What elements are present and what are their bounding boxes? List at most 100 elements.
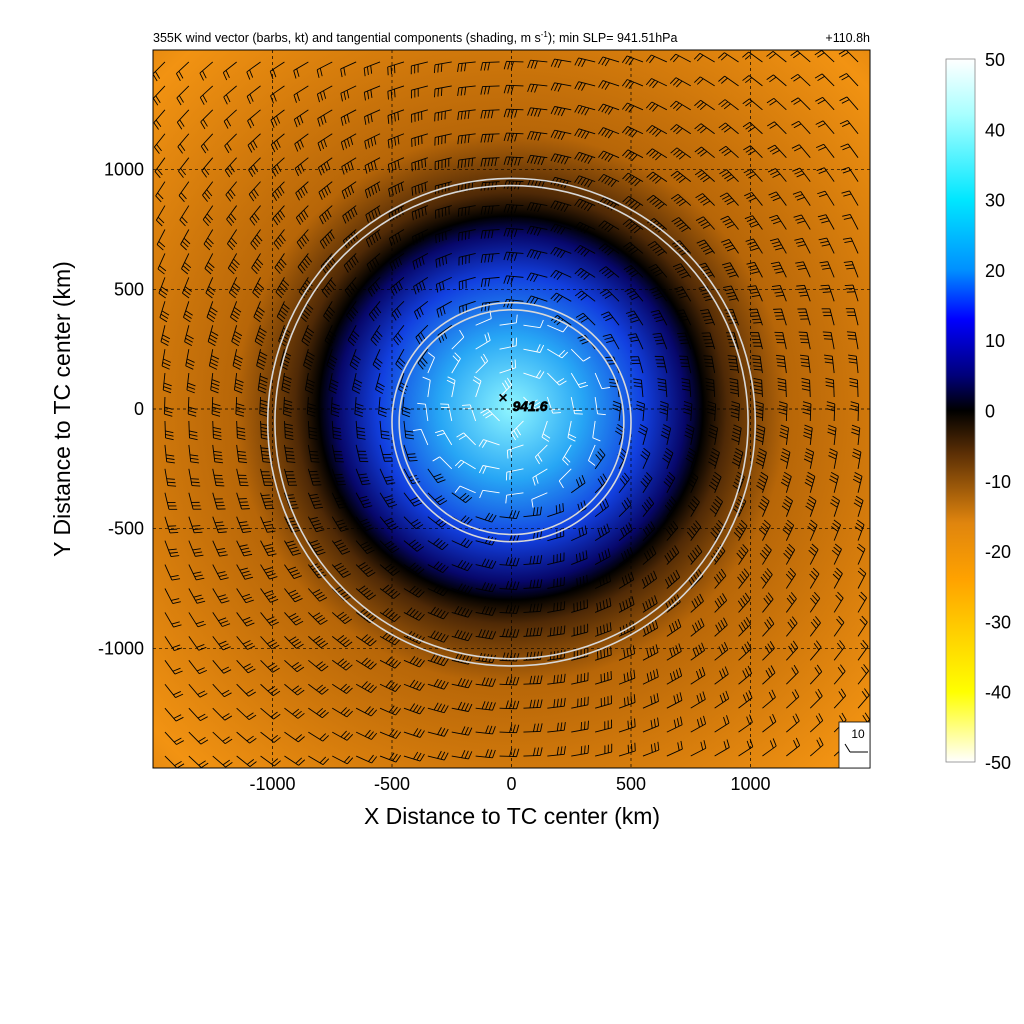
wind-barb [550,129,572,140]
wind-barb [844,284,859,302]
wind-barb [547,673,566,685]
wind-barb [773,308,787,326]
wind-barb [742,75,763,87]
wind-barb [550,223,572,235]
colorbar-tick-label: 40 [985,120,1005,140]
wind-barb [435,253,452,268]
wind-barb [212,468,225,487]
wind-barb [547,601,566,613]
wind-barb [594,396,606,416]
wind-barb [417,348,429,370]
wind-barb [388,205,405,222]
wind-barb [683,401,693,421]
wind-barb [403,703,425,715]
wind-barb [743,168,763,182]
wind-barb [849,377,859,398]
wind-barb [731,448,744,469]
wind-barb [571,525,588,542]
wind-barb [621,79,644,90]
wind-barb [182,277,192,299]
wind-barb [379,584,401,599]
wind-barb [532,468,548,486]
wind-barb [786,664,799,685]
wind-barb [550,269,572,280]
wind-barb [523,344,545,353]
wind-barb [843,261,859,278]
wind-barb [270,85,285,104]
wind-barb [766,51,787,63]
wind-barb [212,564,229,581]
wind-barb [714,690,730,709]
wind-barb [825,377,835,398]
wind-barb [719,169,739,182]
wind-barb [594,473,608,494]
wind-barb [475,677,496,687]
wind-barb [695,193,715,206]
wind-barb [666,643,682,661]
wind-barb [786,737,801,757]
wind-barb [838,50,859,63]
wind-barb [234,373,244,394]
wind-barb [451,583,473,595]
wind-barb [379,656,401,669]
wind-barb [839,73,859,87]
wind-barb [403,656,425,668]
wind-barb [595,695,612,709]
wind-barb [387,157,405,173]
wind-barb [839,120,859,135]
wind-barb [451,605,473,618]
wind-barb [475,605,497,616]
wind-barb [647,241,668,256]
wind-barb [642,545,657,565]
wind-barb [188,755,209,768]
wind-barb [633,378,644,398]
wind-barb [753,377,763,398]
wind-barb [718,145,739,159]
wind-barb [414,300,429,320]
wind-barb [398,372,408,395]
wind-barb [326,349,338,371]
wind-barb [550,106,572,117]
wind-barb [434,429,453,446]
wind-barb [236,659,256,674]
wind-barb [694,123,715,135]
wind-barb [550,246,572,259]
wind-barb [403,679,425,691]
wind-barb [694,99,715,111]
wind-barb [475,725,496,735]
wind-barb [225,181,237,202]
wind-barb [646,171,668,184]
wind-barb [762,640,775,661]
y-tick-label: 1000 [104,160,144,180]
y-tick-label: 0 [134,399,144,419]
wind-barb [594,622,612,637]
wind-barb [499,359,517,374]
wind-barb [379,492,398,508]
wind-barb [365,229,382,248]
wind-barb [355,729,378,740]
wind-barb [574,128,596,140]
wind-barb [176,85,190,106]
wind-barb [785,592,797,613]
wind-barb [427,750,449,761]
wind-barb [260,492,275,510]
wind-barb [703,355,716,374]
wind-barb [457,109,476,121]
wind-barb [767,144,787,159]
wind-barb [599,288,620,302]
wind-barb [212,540,228,557]
wind-barb [571,599,589,613]
wind-barb [188,731,209,745]
wind-barb [526,154,548,166]
wind-barb [664,569,681,589]
wind-barb [503,251,524,261]
wind-barb [295,181,309,201]
wind-barb [665,520,679,541]
wind-barb [571,623,589,637]
wind-barb [363,85,381,101]
wind-barb [743,145,763,159]
wind-barb [260,444,272,464]
wind-barb [550,82,572,92]
wind-barb [780,471,792,493]
wind-barb [236,492,250,510]
